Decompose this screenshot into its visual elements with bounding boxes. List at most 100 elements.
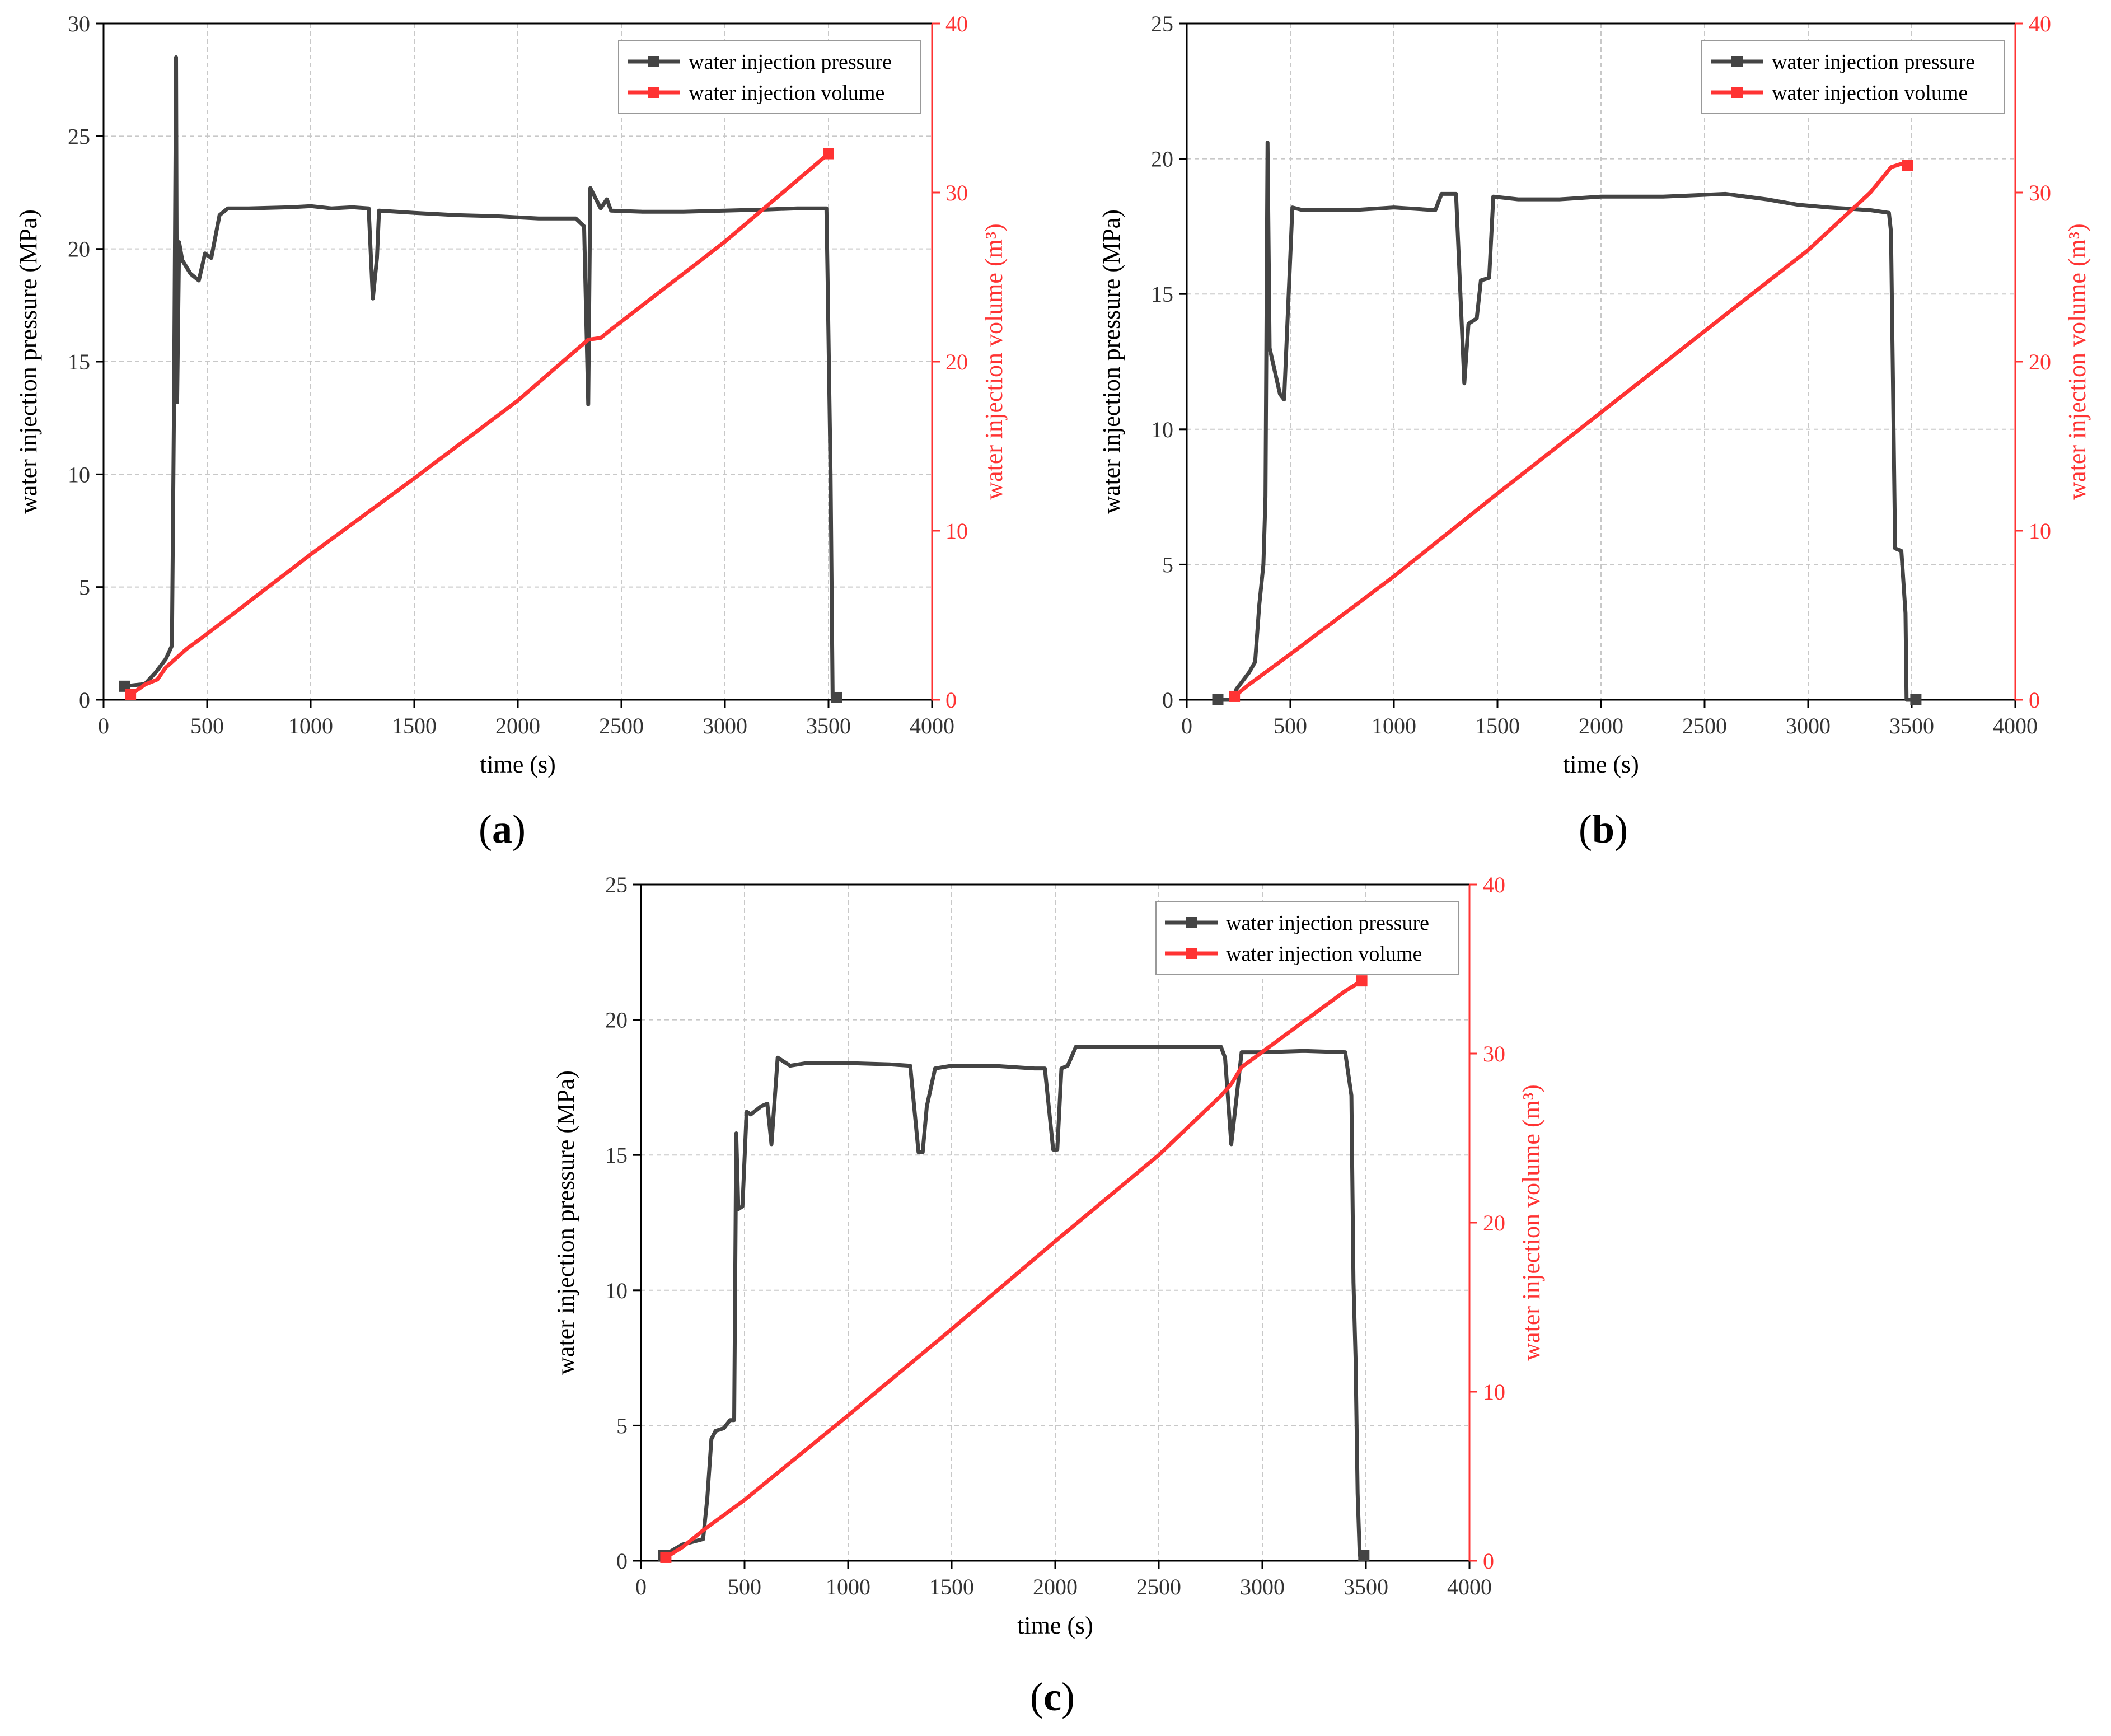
xtick-label-c-5: 2500 (1136, 1574, 1181, 1599)
y2tick-label-c-0: 0 (1483, 1548, 1494, 1574)
grid-a (104, 24, 932, 700)
series-line-c-0 (662, 1045, 1364, 1557)
ylabel-c: water injection pressure (MPa) (552, 1070, 579, 1375)
y2tick-label-c-4: 40 (1483, 872, 1505, 897)
legend-label-a-1: water injection volume (689, 81, 884, 105)
y2tick-label-b-3: 30 (2029, 180, 2051, 205)
series-marker-c-0-1 (1358, 1550, 1370, 1561)
xtick-label-b-1: 500 (1274, 713, 1307, 738)
y2label-b: water injection volume (m³) (2063, 223, 2091, 499)
ytick-label-c-5: 25 (605, 872, 628, 897)
xtick-label-c-0: 0 (635, 1574, 647, 1599)
ytick-label-a-1: 5 (79, 575, 90, 600)
caption-c: (c) (1030, 1674, 1075, 1719)
legend-box-a (618, 40, 921, 114)
xtick-label-a-0: 0 (98, 713, 109, 738)
xtick-label-c-3: 1500 (929, 1574, 974, 1599)
xtick-label-c-4: 2000 (1033, 1574, 1078, 1599)
y2label-c: water injection volume (m³) (1518, 1084, 1545, 1360)
series-marker-a-1-1 (823, 148, 834, 160)
ytick-label-a-2: 10 (68, 462, 90, 487)
y2tick-label-b-0: 0 (2029, 687, 2040, 713)
series-marker-a-1-0 (125, 689, 137, 700)
chart-panel-b: 0 500 1000 1500 2000 2500 3000 3500 4000 0 5 10 15 20… (1086, 0, 2111, 873)
ytick-label-c-4: 20 (605, 1008, 628, 1033)
series-line-b-0 (1218, 141, 1916, 702)
grid-c (641, 885, 1469, 1561)
ytick-label-a-4: 20 (68, 237, 90, 262)
series-marker-a-0-1 (831, 691, 842, 703)
y2tick-label-a-3: 30 (945, 180, 968, 205)
caption-b-letter: b (1592, 807, 1615, 851)
ytick-label-b-5: 25 (1151, 11, 1173, 36)
xtick-label-a-2: 1000 (288, 713, 333, 738)
ylabel-b: water injection pressure (MPa) (1098, 209, 1125, 514)
y2tick-label-a-2: 20 (945, 349, 968, 375)
legend-box-c (1155, 901, 1459, 975)
xtick-label-a-5: 2500 (599, 713, 644, 738)
legend-label-c-0: water injection pressure (1226, 911, 1429, 935)
ytick-label-c-3: 15 (605, 1143, 628, 1168)
xlabel-c: time (s) (1017, 1612, 1093, 1639)
xtick-label-b-5: 2500 (1682, 713, 1727, 738)
series-marker-b-1-1 (1902, 160, 1913, 171)
y2tick-label-b-1: 10 (2029, 518, 2051, 544)
xtick-label-a-4: 2000 (495, 713, 540, 738)
legend-marker-a-0 (648, 56, 659, 67)
ytick-label-c-0: 0 (616, 1548, 628, 1574)
series-line-c-1 (664, 979, 1363, 1559)
caption-b: (b) (1579, 807, 1628, 851)
ylabel-a: water injection pressure (MPa) (15, 209, 42, 514)
xtick-label-c-2: 1000 (826, 1574, 870, 1599)
xtick-label-a-7: 3500 (806, 713, 851, 738)
chart-c-svg: 0 500 1000 1500 2000 2500 3000 3500 400005101520… (552, 872, 1545, 1639)
xtick-label-a-3: 1500 (392, 713, 437, 738)
y2tick-label-c-3: 30 (1483, 1041, 1505, 1066)
ytick-label-a-6: 30 (68, 11, 90, 36)
xtick-label-b-8: 4000 (1993, 713, 2038, 738)
ytick-label-a-3: 15 (68, 349, 90, 375)
caption-c-letter: c (1043, 1674, 1061, 1719)
ytick-label-b-4: 20 (1151, 147, 1173, 172)
xtick-label-a-6: 3000 (703, 713, 747, 738)
legend-label-a-0: water injection pressure (689, 50, 892, 74)
xtick-label-b-7: 3500 (1889, 713, 1934, 738)
xtick-label-c-7: 3500 (1344, 1574, 1388, 1599)
legend-label-b-0: water injection pressure (1772, 50, 1975, 74)
chart-a-svg: 0 500 1000 1500 2000 2500 3000 3500 400005101520… (15, 11, 1008, 778)
grid-b (1187, 24, 2015, 700)
legend-b: water injection pressure water injection … (1701, 40, 2005, 114)
ytick-label-c-2: 10 (605, 1278, 628, 1303)
y2tick-label-a-0: 0 (945, 687, 957, 713)
ytick-label-b-2: 10 (1151, 417, 1173, 442)
series-line-a-0 (124, 55, 837, 700)
series-line-a-1 (129, 152, 830, 696)
xlabel-b: time (s) (1563, 751, 1639, 778)
series-marker-a-0-0 (119, 680, 130, 692)
ytick-label-b-3: 15 (1151, 282, 1173, 307)
series-marker-b-0-1 (1910, 694, 1922, 705)
series-line-b-1 (1233, 162, 1908, 698)
legend-marker-b-1 (1731, 87, 1743, 98)
y2tick-label-a-4: 40 (945, 11, 968, 36)
xlabel-a: time (s) (480, 751, 556, 778)
legend-box-b (1701, 40, 2005, 114)
series-marker-b-1-0 (1229, 690, 1241, 702)
xtick-label-a-8: 4000 (910, 713, 954, 738)
y2tick-label-b-4: 40 (2029, 11, 2051, 36)
xtick-label-a-1: 500 (190, 713, 224, 738)
legend-marker-c-0 (1186, 917, 1197, 928)
xtick-label-c-1: 500 (728, 1574, 761, 1599)
xtick-label-b-2: 1000 (1372, 713, 1416, 738)
ytick-label-b-0: 0 (1162, 687, 1173, 713)
chart-panel-a: 0 500 1000 1500 2000 2500 3000 3500 4000 0 5 10 15 20… (0, 0, 1052, 873)
y2tick-label-c-2: 20 (1483, 1210, 1505, 1236)
caption-a-letter: a (492, 807, 512, 851)
legend-label-c-1: water injection volume (1226, 942, 1422, 966)
xtick-label-b-4: 2000 (1579, 713, 1623, 738)
series-marker-c-1-0 (660, 1551, 672, 1563)
xtick-label-b-0: 0 (1181, 713, 1192, 738)
ytick-label-b-1: 5 (1162, 552, 1173, 577)
legend-marker-c-1 (1186, 948, 1197, 959)
legend-c: water injection pressure water injection … (1155, 901, 1459, 975)
